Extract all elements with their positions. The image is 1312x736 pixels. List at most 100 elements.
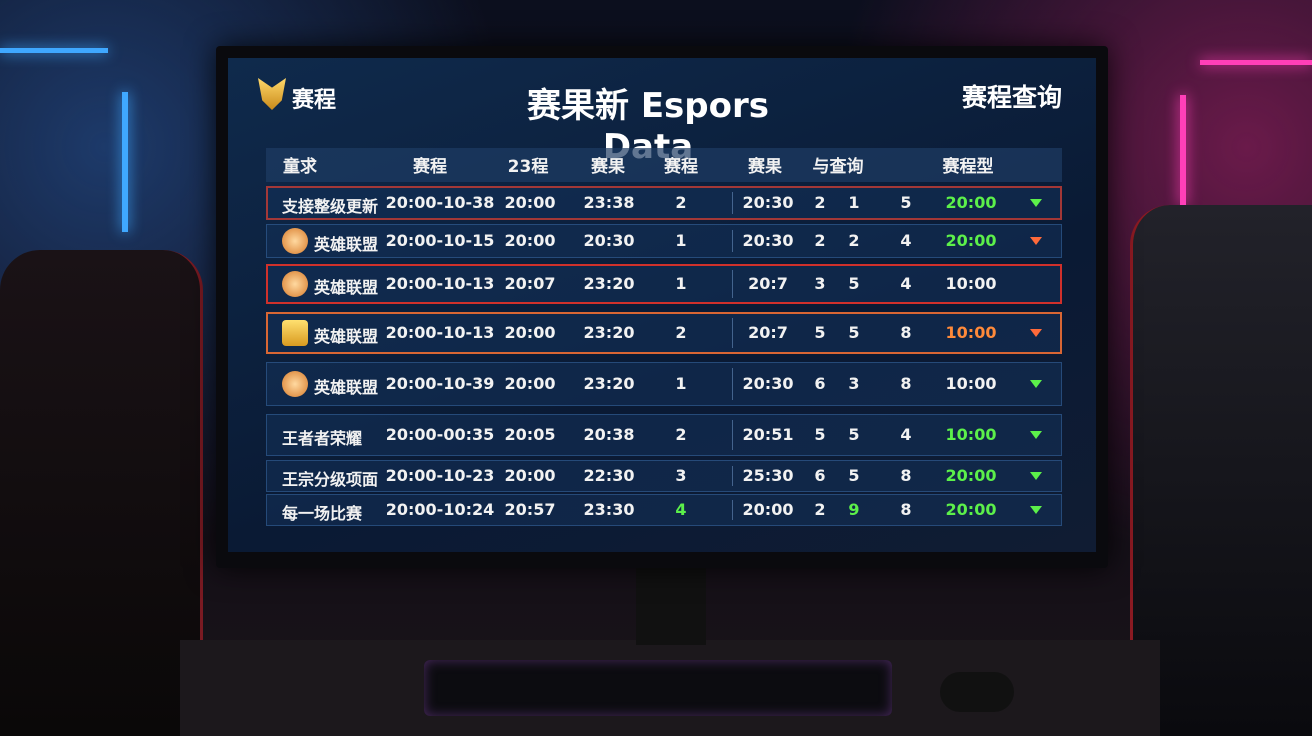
divider [732,466,733,486]
game-name: 支接整级更新 [282,197,379,216]
table-cell: 20:7 [748,274,788,293]
table-cell: 23:30 [583,500,635,519]
table-row [266,460,1062,492]
table-cell: 20:07 [504,274,556,293]
table-cell: 8 [900,500,912,519]
table-cell: 20:00-10-13 [385,323,495,342]
table-cell: 20:51 [742,425,794,444]
table-row [266,414,1062,456]
table-cell: 20:00 [504,193,556,212]
table-cell: 8 [900,323,912,342]
table-cell: 1 [675,374,687,393]
table-cell: 4 [900,231,912,250]
time-status: 10:00 [945,374,997,393]
table: 童求 赛程 23程 赛果 赛程 赛果 与查询 赛程型 支接整级更新 20:00-10-38 20:0… [228,58,1096,552]
table-cell: 20:30 [742,193,794,212]
divider [732,500,733,520]
table-cell: 3 [675,466,687,485]
table-cell: 4 [675,500,687,519]
mouse [940,672,1014,712]
time-status: 20:00 [945,500,997,519]
column-header: 赛果 [748,157,782,177]
table-cell: 1 [675,231,687,250]
expand-arrow[interactable] [1030,472,1042,480]
table-cell: 20:7 [748,323,788,342]
gaming-chair [1130,205,1312,736]
table-cell: 20:00-00:35 [385,425,495,444]
table-cell: 20:57 [504,500,556,519]
table-cell: 6 [814,374,826,393]
table-cell: 1 [675,274,687,293]
table-cell: 3 [848,374,860,393]
time-status: 10:00 [945,425,997,444]
game-icon [282,271,308,297]
neon-light [122,92,128,232]
column-header: 赛程 [413,157,447,177]
table-cell: 5 [848,466,860,485]
table-cell: 2 [814,500,826,519]
divider [732,192,733,214]
table-row [266,224,1062,258]
table-cell: 23:20 [583,274,635,293]
time-status: 20:00 [945,193,997,212]
expand-arrow[interactable] [1030,329,1042,337]
game-icon [282,371,308,397]
expand-arrow[interactable] [1030,431,1042,439]
neon-light [1200,60,1312,65]
table-cell: 5 [848,274,860,293]
table-cell: 20:00 [504,374,556,393]
divider [732,230,733,252]
table-cell: 8 [900,466,912,485]
divider [732,368,733,400]
table-cell: 9 [848,500,860,519]
game-name: 英雄联盟 [314,278,379,297]
table-cell: 2 [814,231,826,250]
expand-arrow[interactable] [1030,199,1042,207]
time-status: 10:00 [945,323,997,342]
table-cell: 23:38 [583,193,635,212]
schedule-link[interactable]: 赛程查询 [962,83,1063,112]
table-cell: 20:00-10-39 [385,374,495,393]
table-cell: 2 [675,323,687,342]
table-cell: 20:00 [742,500,794,519]
table-cell: 6 [814,466,826,485]
table-row [266,264,1062,304]
column-header: 赛程 [664,157,698,177]
game-name: 英雄联盟 [314,327,379,346]
game-name: 英雄联盟 [314,235,379,254]
column-header: 23程 [507,157,549,177]
table-cell: 25:30 [742,466,794,485]
music-icon [282,320,308,346]
neon-light [0,48,108,53]
table-cell: 20:00-10-38 [385,193,495,212]
time-status: 20:00 [945,231,997,250]
table-cell: 2 [675,193,687,212]
table-cell: 20:00 [504,231,556,250]
monitor-stand [636,565,706,645]
table-cell: 20:00-10-23 [385,466,495,485]
table-cell: 20:05 [504,425,556,444]
table-cell: 23:20 [583,374,635,393]
table-cell: 5 [814,323,826,342]
game-name: 王宗分级项面 [282,470,379,489]
table-cell: 22:30 [583,466,635,485]
table-cell: 20:00 [504,466,556,485]
logo-text: 赛程 [292,88,337,113]
time-status: 10:00 [945,274,997,293]
expand-arrow[interactable] [1030,237,1042,245]
table-cell: 20:30 [742,374,794,393]
game-name: 每一场比赛 [282,504,363,523]
table-cell: 20:00-10-15 [385,231,495,250]
table-cell: 8 [900,374,912,393]
table-cell: 23:20 [583,323,635,342]
expand-arrow[interactable] [1030,380,1042,388]
column-header: 赛程型 [942,157,994,177]
table-row [266,186,1062,220]
column-header: 赛果 [591,157,625,177]
table-cell: 2 [814,193,826,212]
divider [732,270,733,298]
table-cell: 2 [675,425,687,444]
table-cell: 20:00 [504,323,556,342]
expand-arrow[interactable] [1030,506,1042,514]
